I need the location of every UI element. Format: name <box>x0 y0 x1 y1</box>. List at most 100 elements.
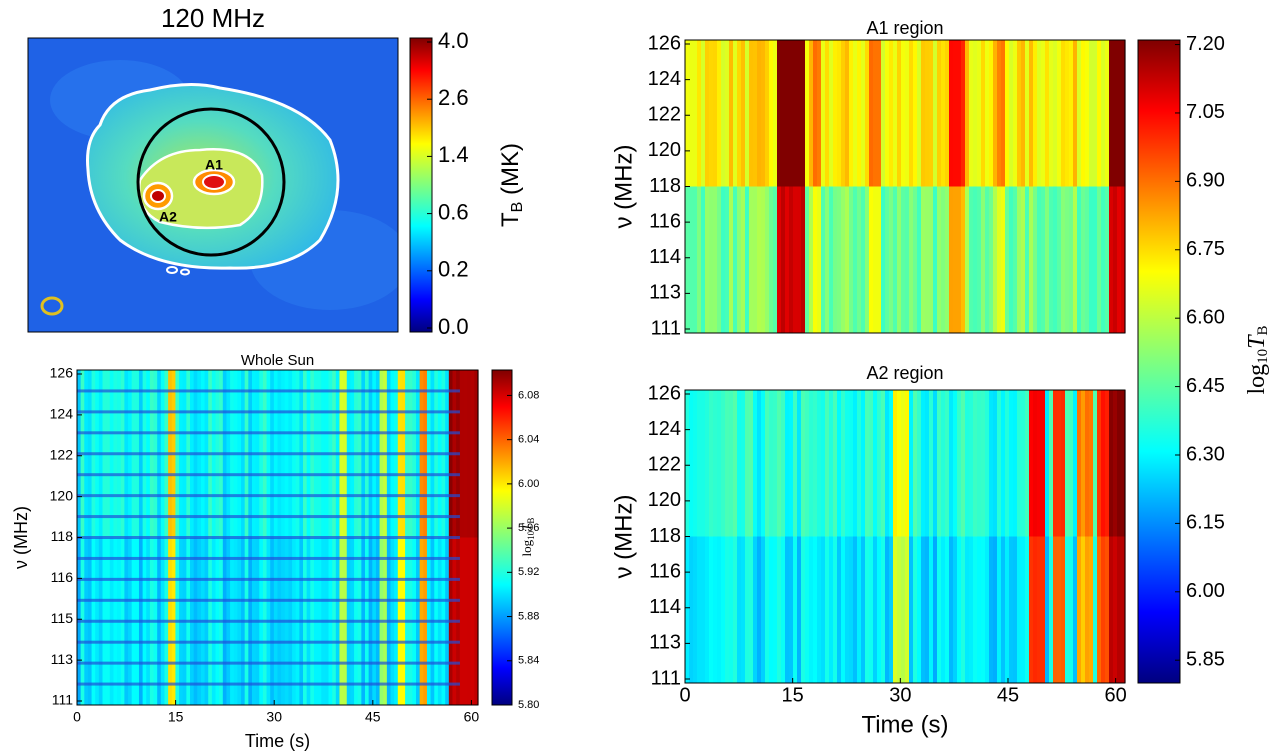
heatmap-texture <box>1049 186 1054 333</box>
heatmap-texture <box>993 536 998 683</box>
heatmap-texture <box>893 390 898 537</box>
y-tick-label: 111 <box>651 317 681 339</box>
colorbar <box>409 37 433 333</box>
heatmap-texture <box>733 390 738 537</box>
y-tick-label: 118 <box>649 525 681 547</box>
heatmap-texture <box>933 536 938 683</box>
heatmap-texture <box>1037 390 1042 537</box>
heatmap-texture <box>1061 536 1066 683</box>
heatmap-texture <box>965 536 970 683</box>
y-tick-label: 120 <box>50 487 74 503</box>
y-tick-label: 116 <box>649 560 681 582</box>
heatmap-texture <box>945 536 950 683</box>
source-a2-core <box>150 189 166 203</box>
heatmap-texture <box>933 186 938 333</box>
heatmap-texture <box>893 186 898 333</box>
heatmap-texture <box>961 536 966 683</box>
heatmap-texture <box>841 390 846 537</box>
heatmap-texture <box>933 40 938 187</box>
heatmap-texture <box>1025 40 1030 187</box>
label-part: log <box>1244 364 1270 395</box>
heatmap-texture <box>769 390 774 537</box>
heatmap-texture <box>1121 536 1126 683</box>
heatmap-texture <box>865 186 870 333</box>
heatmap-texture <box>977 186 982 333</box>
heatmap-texture <box>813 186 818 333</box>
heatmap-texture <box>965 186 970 333</box>
heatmap-texture <box>693 390 698 537</box>
colorbar-tick-label: 5.80 <box>518 699 539 711</box>
y-tick-label: 122 <box>50 446 74 462</box>
heatmap-texture <box>733 186 738 333</box>
heatmap-texture <box>717 390 722 537</box>
y-axis-label: ν (MHz) <box>11 506 31 569</box>
heatmap-texture <box>1037 40 1042 187</box>
colorbar-tick-label: 6.75 <box>1186 238 1225 260</box>
heatmap-texture <box>885 186 890 333</box>
heatmap-texture <box>1049 390 1054 537</box>
heatmap-texture <box>753 390 758 537</box>
heatmap-texture <box>737 40 742 187</box>
label-part: 10 <box>526 530 536 540</box>
heatmap-texture <box>841 536 846 683</box>
heatmap-texture <box>797 186 802 333</box>
heatmap-texture <box>1025 186 1030 333</box>
heatmap-texture <box>1013 186 1018 333</box>
colorbar-tick-label: 6.90 <box>1186 170 1225 192</box>
heatmap-texture <box>717 186 722 333</box>
heatmap-texture <box>833 40 838 187</box>
heatmap-texture <box>873 40 878 187</box>
heatmap-texture <box>905 186 910 333</box>
heatmap-texture <box>1097 186 1102 333</box>
heatmap-texture <box>1077 40 1082 187</box>
heatmap-texture <box>1113 40 1118 187</box>
heatmap-texture <box>881 536 886 683</box>
heatmap-texture <box>474 370 479 538</box>
x-tick-label: 15 <box>782 684 804 706</box>
heatmap-texture <box>741 390 746 537</box>
map-frame <box>27 37 399 333</box>
contour-small <box>166 266 178 274</box>
heatmap-texture <box>459 537 465 705</box>
heatmap-texture <box>77 473 460 477</box>
heatmap-texture <box>1081 536 1086 683</box>
heatmap-texture <box>905 536 910 683</box>
heatmap-texture <box>789 390 794 537</box>
heatmap-texture <box>1093 536 1098 683</box>
heatmap-texture <box>1013 40 1018 187</box>
heatmap-texture <box>893 40 898 187</box>
heatmap-texture <box>689 186 694 333</box>
contour-small <box>180 268 190 276</box>
heatmap-texture <box>1101 536 1106 683</box>
heatmap-texture <box>725 536 730 683</box>
heatmap-texture <box>1113 186 1118 333</box>
heatmap-texture <box>845 40 850 187</box>
heatmap-texture <box>861 186 866 333</box>
heatmap-texture <box>953 186 958 333</box>
heatmap-texture <box>937 390 942 537</box>
heatmap-texture <box>981 536 986 683</box>
heatmap-texture <box>789 186 794 333</box>
heatmap-texture <box>953 390 958 537</box>
heatmap-texture <box>989 390 994 537</box>
heatmap-texture <box>729 40 734 187</box>
heatmap-texture <box>945 390 950 537</box>
heatmap-texture <box>1077 186 1082 333</box>
heatmap-texture <box>701 390 706 537</box>
heatmap-texture <box>809 536 814 683</box>
heatmap-texture <box>77 536 460 539</box>
heatmap-texture <box>941 186 946 333</box>
heatmap-texture <box>885 40 890 187</box>
heatmap-texture <box>765 536 770 683</box>
heatmap-texture <box>829 536 834 683</box>
heatmap-texture <box>949 536 954 683</box>
heatmap-texture <box>773 186 778 333</box>
heatmap-texture <box>729 536 734 683</box>
heatmap-texture <box>1089 536 1094 683</box>
heatmap-texture <box>1117 40 1122 187</box>
y-tick-label: 113 <box>649 632 681 654</box>
heatmap-texture <box>1081 186 1086 333</box>
heatmap-texture <box>785 186 790 333</box>
heatmap-texture <box>881 390 886 537</box>
